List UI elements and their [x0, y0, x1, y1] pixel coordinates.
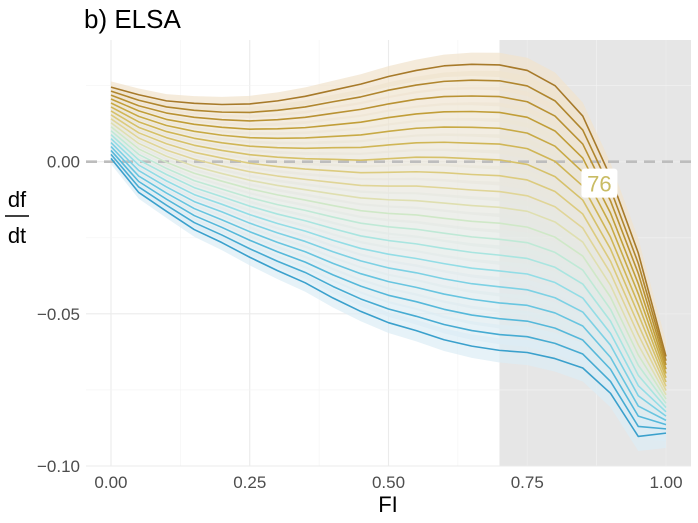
x-tick-labels: 0.00 0.25 0.50 0.75 1.00 [94, 473, 682, 492]
annotation: 76 [581, 168, 618, 198]
series-line [110, 94, 667, 366]
series-line [110, 63, 667, 357]
series-line [110, 126, 667, 400]
annotation-label: 76 [587, 172, 611, 197]
y-tick-label: −0.10 [37, 457, 80, 476]
series-line [110, 110, 667, 383]
series-line [110, 149, 667, 426]
chart-title: b) ELSA [84, 4, 181, 34]
y-tick-labels: 0.00 −0.05 −0.10 [37, 153, 80, 476]
y-axis-title: df dt [5, 187, 29, 248]
series-line [110, 98, 667, 370]
series-line [110, 153, 667, 430]
confidence-ribbon [110, 147, 667, 438]
series-line [110, 79, 667, 361]
series-line [110, 157, 667, 438]
series-line [110, 138, 667, 413]
series-line [110, 122, 667, 396]
series-line [110, 106, 667, 379]
x-tick-label: 1.00 [649, 473, 682, 492]
y-axis-title-denominator: dt [8, 223, 26, 248]
confidence-ribbon [110, 111, 667, 399]
confidence-ribbon [110, 127, 667, 416]
confidence-ribbon [110, 135, 667, 425]
series-line [110, 114, 667, 387]
series-line [110, 145, 667, 422]
y-tick-label: 0.00 [47, 153, 80, 172]
series-line [110, 141, 667, 417]
x-tick-label: 0.25 [233, 473, 266, 492]
y-axis-title-numerator: df [8, 187, 27, 212]
x-tick-label: 0.75 [511, 473, 544, 492]
series-line [110, 118, 667, 391]
annotation-label-box [581, 168, 618, 198]
series-line [110, 134, 667, 409]
series-lines [110, 63, 667, 438]
x-tick-label: 0.50 [372, 473, 405, 492]
series-line [110, 102, 667, 374]
y-tick-label: −0.05 [37, 305, 80, 324]
x-axis-title: FI [378, 492, 398, 517]
confidence-ribbon [110, 131, 667, 421]
confidence-ribbon [110, 115, 667, 404]
series-line [110, 130, 667, 404]
x-tick-label: 0.00 [94, 473, 127, 492]
